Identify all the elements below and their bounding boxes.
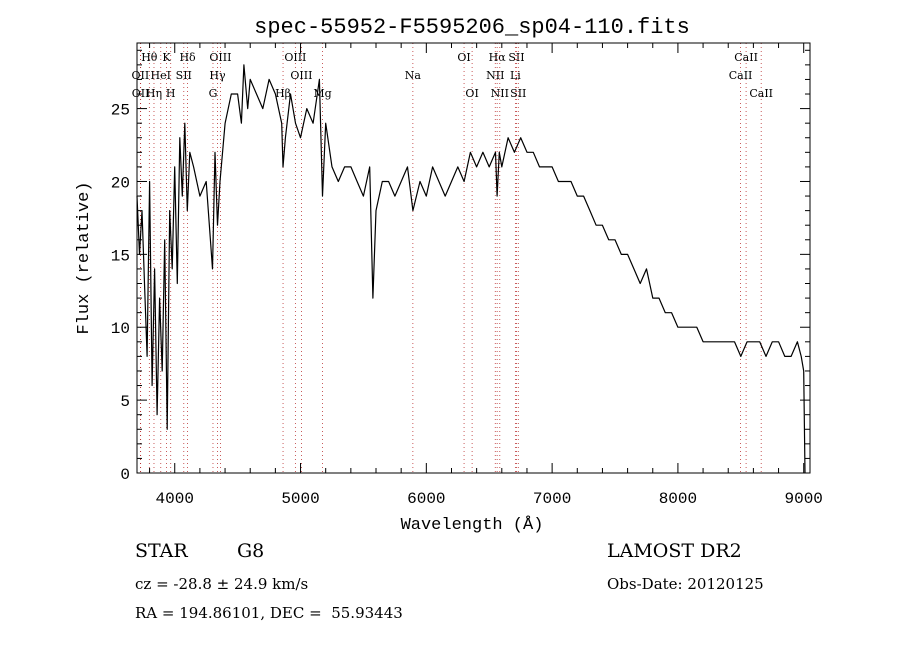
x-axis-label: Wavelength (Å) [401,516,544,535]
line-marker-label-4: OIII [284,51,306,64]
line-marker-label-19: Hη [146,87,162,100]
line-marker-label-25: NII [491,87,509,100]
line-marker-label-6: Hα [489,51,507,64]
line-marker-label-1: K [162,51,171,64]
line-marker-label-26: SII [510,87,526,100]
redshift-cz: cz = -28.8 ± 24.9 km/s [135,575,309,593]
line-marker-label-12: Hγ [209,69,226,82]
line-marker-label-16: Li [510,69,521,82]
line-marker-label-11: SII [176,69,192,82]
sky-coordinates: RA = 194.86101, DEC = 55.93443 [135,604,403,622]
spectrum-line [136,64,806,474]
chart-title: spec-55952-F5595206_sp04-110.fits [254,15,690,40]
x-axis: 4000 5000 6000 7000 8000 9000 [149,43,823,508]
x-tick-label-5: 9000 [785,490,823,508]
line-marker-label-24: OI [465,87,478,100]
x-tick-label-1: 5000 [281,490,319,508]
y-axis-label: Flux (relative) [75,181,94,334]
y-tick-label-0: 0 [120,466,130,484]
x-tick-label-2: 6000 [407,490,445,508]
plot-frame [136,42,811,474]
line-marker-label-15: NII [486,69,504,82]
line-marker-label-2: Hδ [179,51,196,64]
x-tick-label-4: 8000 [659,490,697,508]
y-tick-label-1: 5 [120,393,130,411]
line-marker-label-7: SII [508,51,524,64]
line-marker-label-8: CaII [734,51,758,64]
line-marker-label-22: Hβ [275,87,291,100]
x-tick-label-3: 7000 [533,490,571,508]
line-marker-label-3: OIII [209,51,231,64]
line-marker-label-20: H [166,87,176,100]
line-marker-label-13: OIII [290,69,312,82]
x-tick-label-0: 4000 [156,490,194,508]
survey-name: LAMOST DR2 [607,540,742,562]
line-marker-label-17: CaII [729,69,753,82]
y-tick-label-5: 25 [111,102,130,120]
y-axis: 0 5 10 15 20 25 [111,49,810,484]
y-tick-label-2: 10 [111,320,130,338]
line-marker-label-0: Hθ [141,51,158,64]
y-tick-label-4: 20 [111,174,130,192]
y-tick-label-3: 15 [111,247,130,265]
object-subclass: G8 [237,540,265,562]
line-marker-label-21: G [209,87,218,100]
line-marker-label-27: CaII [749,87,773,100]
object-class: STAR [135,540,188,562]
observation-date: Obs-Date: 20120125 [607,575,764,593]
line-marker-label-14: Na [405,69,422,82]
line-marker-label-18: OII [132,87,150,100]
line-marker-label-5: OI [457,51,470,64]
line-marker-label-10: HeI [151,69,171,82]
